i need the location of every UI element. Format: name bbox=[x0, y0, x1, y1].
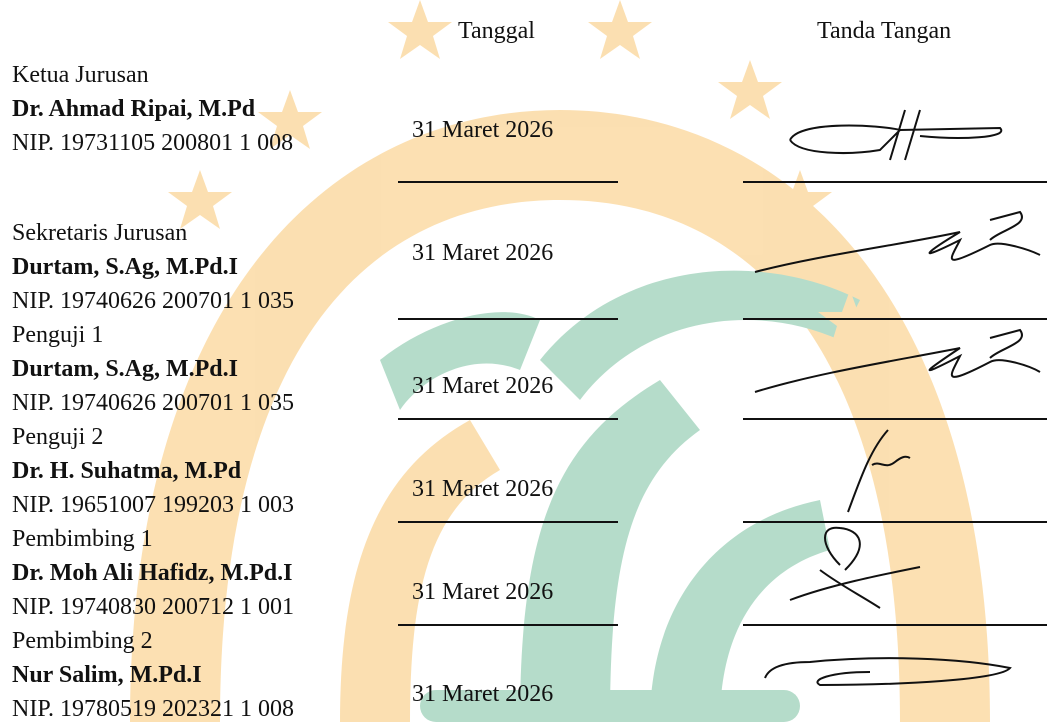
signature-line bbox=[743, 181, 1047, 183]
role: Sekretaris Jurusan bbox=[12, 220, 188, 246]
name: Nur Salim, M.Pd.I bbox=[12, 662, 202, 688]
date: 31 Maret 2026 bbox=[412, 373, 554, 399]
date-line bbox=[398, 318, 618, 320]
signature-line bbox=[743, 624, 1047, 626]
name: Dr. Ahmad Ripai, M.Pd bbox=[12, 96, 256, 122]
name: Dr. Moh Ali Hafidz, M.Pd.I bbox=[12, 560, 293, 586]
date-line bbox=[398, 624, 618, 626]
name: Durtam, S.Ag, M.Pd.I bbox=[12, 356, 238, 382]
role: Penguji 1 bbox=[12, 322, 104, 348]
date-line bbox=[398, 521, 618, 523]
nip: NIP. 19651007 199203 1 003 bbox=[12, 492, 295, 518]
date-line bbox=[398, 181, 618, 183]
nip: NIP. 19731105 200801 1 008 bbox=[12, 130, 294, 156]
signatures bbox=[754, 109, 1041, 687]
role: Penguji 2 bbox=[12, 424, 104, 450]
header-signature: Tanda Tangan bbox=[817, 18, 952, 44]
signature-line bbox=[743, 521, 1047, 523]
name: Durtam, S.Ag, M.Pd.I bbox=[12, 254, 238, 280]
date: 31 Maret 2026 bbox=[412, 579, 554, 605]
signature-line bbox=[743, 318, 1047, 320]
nip: NIP. 19780519 202321 1 008 bbox=[12, 696, 295, 722]
role: Pembimbing 2 bbox=[12, 628, 153, 654]
date: 31 Maret 2026 bbox=[412, 117, 554, 143]
date: 31 Maret 2026 bbox=[412, 681, 554, 707]
role: Ketua Jurusan bbox=[12, 62, 149, 88]
role: Pembimbing 1 bbox=[12, 526, 153, 552]
nip: NIP. 19740626 200701 1 035 bbox=[12, 390, 295, 416]
nip: NIP. 19740626 200701 1 035 bbox=[12, 288, 295, 314]
nip: NIP. 19740830 200712 1 001 bbox=[12, 594, 295, 620]
date-line bbox=[398, 418, 618, 420]
date: 31 Maret 2026 bbox=[412, 476, 554, 502]
header-date: Tanggal bbox=[458, 18, 535, 44]
name: Dr. H. Suhatma, M.Pd bbox=[12, 458, 242, 484]
date: 31 Maret 2026 bbox=[412, 240, 554, 266]
signature-line bbox=[743, 418, 1047, 420]
